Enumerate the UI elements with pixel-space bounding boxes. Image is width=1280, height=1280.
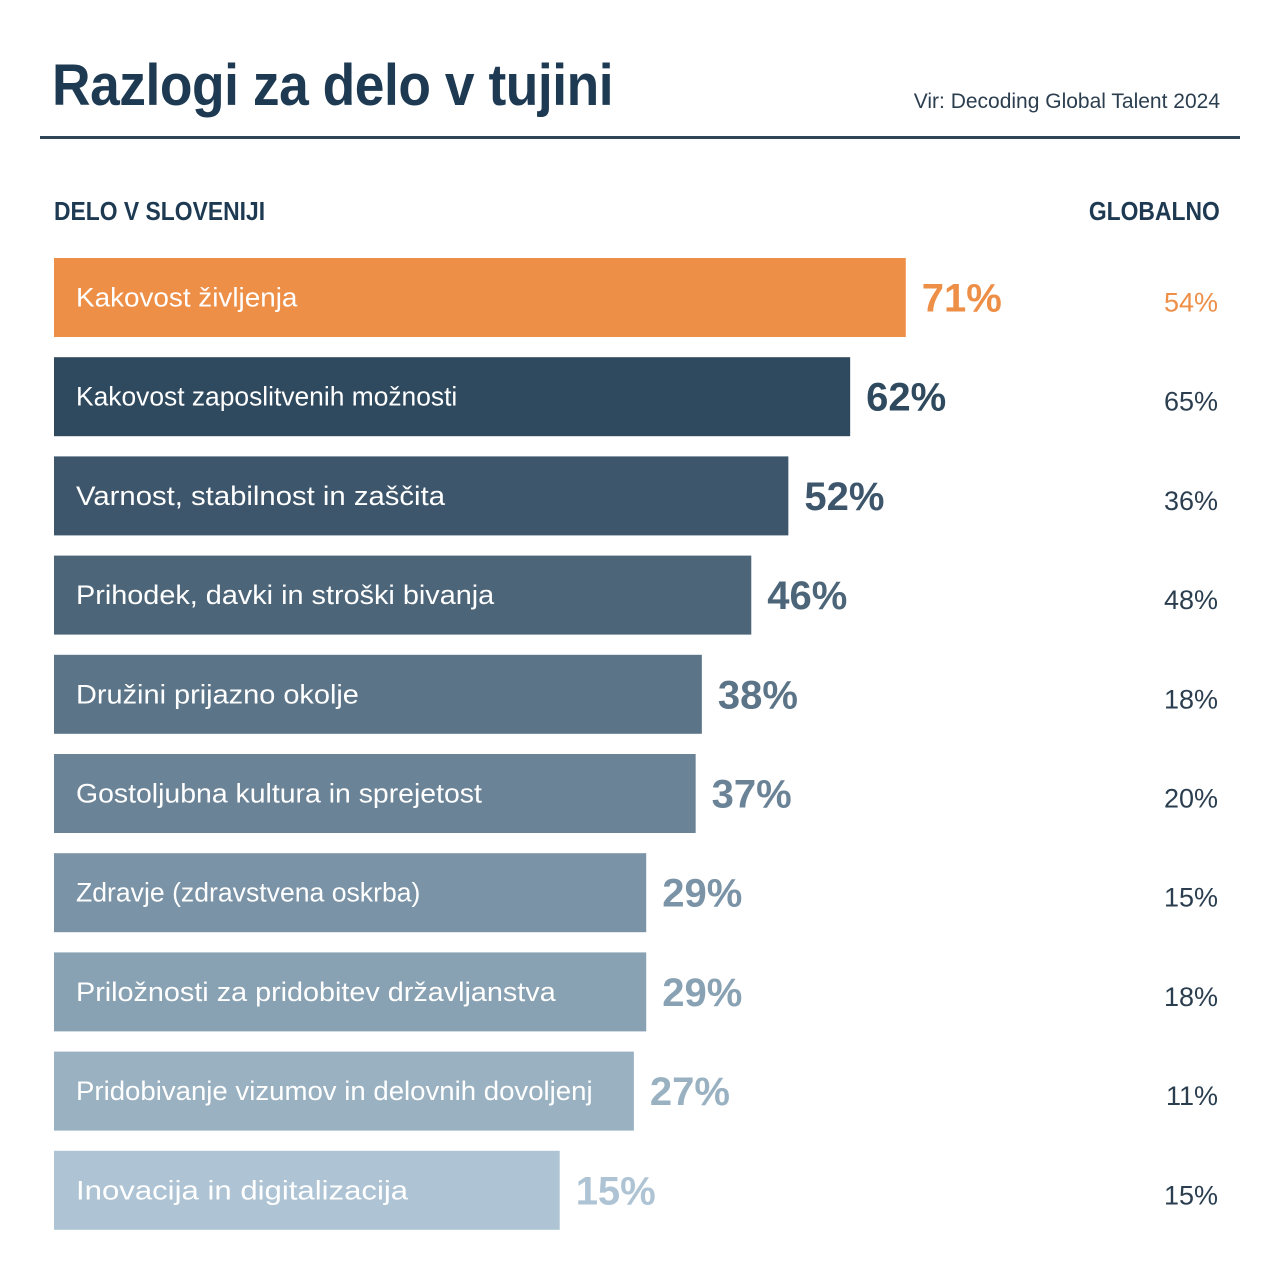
category-label: Pridobivanje vizumov in delovnih dovolje… (76, 1076, 593, 1106)
value-label: 38% (718, 673, 798, 717)
category-label: Kakovost življenja (76, 283, 298, 313)
bar (54, 754, 696, 833)
bar (54, 654, 702, 734)
global-value-label: 11% (1166, 1081, 1218, 1111)
bar (54, 555, 752, 635)
global-value-label: 18% (1164, 982, 1218, 1012)
category-label: Gostoljubna kultura in sprejetost (76, 779, 482, 809)
global-value-label: 36% (1164, 486, 1218, 516)
global-value-label: 15% (1164, 883, 1218, 913)
value-label: 52% (804, 475, 884, 519)
value-label: 62% (866, 376, 946, 420)
value-label: 37% (712, 773, 792, 817)
value-label: 71% (922, 277, 1002, 321)
global-value-label: 65% (1164, 387, 1218, 417)
value-label: 46% (767, 574, 847, 618)
bar (54, 357, 851, 437)
category-label: Priložnosti za pridobitev državljanstva (76, 977, 557, 1007)
column-header-slovenia: DELO V SLOVENIJI (54, 196, 266, 226)
chart-title: Razlogi za delo v tujini (52, 53, 614, 118)
category-label: Družini prijazno okolje (76, 679, 359, 709)
global-value-label: 15% (1164, 1180, 1218, 1210)
global-value-label: 48% (1164, 585, 1218, 615)
category-label: Zdravje (zdravstvena oskrba) (76, 878, 420, 908)
bar (54, 1150, 560, 1230)
category-label: Kakovost zaposlitvenih možnosti (76, 382, 457, 412)
source-note: Vir: Decoding Global Talent 2024 (913, 90, 1220, 113)
value-label: 29% (662, 971, 742, 1015)
value-label: 29% (662, 872, 742, 916)
value-label: 27% (650, 1070, 730, 1114)
value-label: 15% (576, 1169, 656, 1213)
bar (54, 258, 906, 337)
category-label: Prihodek, davki in stroški bivanja (76, 580, 495, 610)
category-label: Inovacija in digitalizacija (76, 1175, 409, 1205)
global-value-label: 54% (1164, 288, 1218, 318)
bar (54, 853, 647, 933)
bar (54, 952, 647, 1032)
column-header-global: GLOBALNO (1089, 196, 1220, 226)
global-value-label: 18% (1164, 684, 1218, 714)
bar (54, 456, 789, 536)
bar (54, 1051, 634, 1131)
category-label: Varnost, stabilnost in zaščita (76, 481, 446, 511)
header-divider (40, 136, 1240, 139)
global-value-label: 20% (1164, 784, 1218, 814)
